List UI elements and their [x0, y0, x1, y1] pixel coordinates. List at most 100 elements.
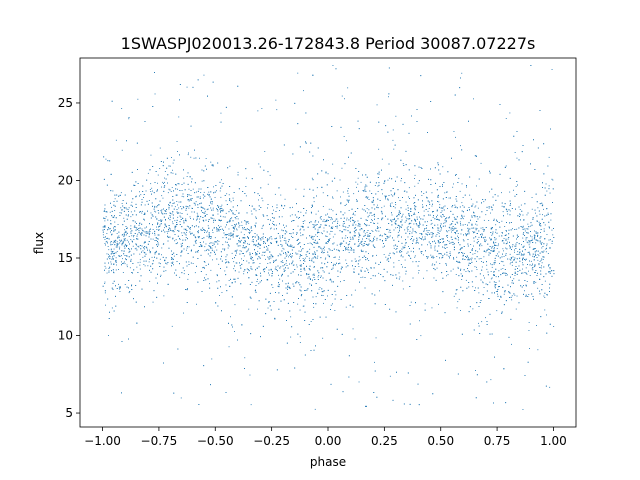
- data-point: [287, 267, 289, 269]
- data-point: [121, 255, 122, 257]
- data-point: [236, 229, 238, 231]
- data-point: [238, 271, 240, 273]
- data-point: [332, 243, 334, 245]
- data-point: [230, 316, 231, 318]
- data-point: [414, 178, 415, 179]
- data-point: [201, 180, 203, 182]
- data-point: [210, 236, 212, 238]
- data-point: [117, 224, 119, 225]
- data-point: [324, 221, 326, 223]
- data-point: [352, 265, 353, 267]
- data-point: [262, 236, 264, 238]
- data-point: [491, 238, 492, 240]
- data-point: [354, 214, 356, 216]
- data-point: [535, 242, 537, 244]
- data-point: [107, 246, 109, 247]
- data-point: [249, 254, 251, 256]
- data-point: [479, 245, 481, 247]
- data-point: [158, 244, 160, 246]
- data-point: [208, 235, 210, 237]
- data-point: [248, 248, 250, 250]
- data-point: [407, 226, 409, 228]
- data-point: [482, 227, 484, 229]
- data-point: [216, 208, 217, 210]
- data-point: [460, 310, 461, 311]
- data-point: [514, 152, 516, 153]
- data-point: [226, 193, 228, 195]
- data-point: [212, 209, 214, 211]
- data-point: [458, 237, 459, 239]
- data-point: [453, 183, 454, 185]
- data-point: [249, 253, 251, 255]
- data-point: [525, 239, 527, 241]
- data-point: [263, 224, 264, 226]
- data-point: [385, 238, 387, 239]
- data-point: [253, 241, 254, 243]
- data-point: [264, 251, 266, 253]
- data-point: [542, 256, 544, 258]
- data-point: [228, 228, 230, 230]
- data-point: [268, 301, 270, 303]
- data-point: [299, 284, 301, 286]
- data-point: [497, 293, 498, 295]
- data-point: [316, 187, 318, 189]
- data-point: [359, 234, 361, 236]
- data-point: [373, 204, 375, 206]
- data-point: [141, 223, 143, 225]
- data-point: [163, 213, 165, 215]
- data-point: [292, 283, 294, 285]
- data-point: [531, 240, 533, 241]
- data-point: [458, 242, 459, 244]
- data-point: [330, 227, 332, 229]
- data-point: [364, 223, 365, 224]
- data-point: [209, 283, 210, 285]
- data-point: [442, 214, 443, 215]
- data-point: [377, 226, 378, 228]
- data-point: [298, 217, 299, 219]
- data-point: [255, 244, 257, 246]
- data-point: [481, 245, 483, 247]
- data-point: [520, 254, 522, 256]
- data-point: [462, 218, 464, 220]
- data-point: [533, 283, 535, 284]
- data-point: [345, 306, 347, 308]
- data-point: [318, 239, 320, 240]
- data-point: [400, 226, 402, 227]
- data-point: [400, 264, 402, 265]
- data-point: [312, 244, 313, 246]
- data-point: [424, 236, 426, 238]
- data-point: [309, 269, 311, 271]
- data-point: [284, 257, 286, 259]
- data-point: [114, 210, 116, 211]
- data-point: [105, 216, 107, 218]
- data-point: [510, 246, 511, 248]
- data-point: [123, 239, 125, 240]
- data-point: [531, 197, 533, 198]
- data-point: [152, 229, 154, 230]
- data-point: [244, 227, 245, 228]
- data-point: [387, 236, 389, 238]
- data-point: [232, 197, 234, 199]
- data-point: [441, 272, 443, 274]
- data-point: [252, 253, 253, 254]
- data-point: [283, 248, 285, 250]
- data-point: [428, 230, 430, 231]
- data-point: [494, 271, 495, 273]
- data-point: [330, 208, 332, 210]
- data-point: [232, 258, 233, 259]
- data-point: [288, 256, 289, 258]
- data-point: [342, 191, 344, 193]
- data-point: [335, 294, 337, 296]
- data-point: [512, 228, 513, 230]
- data-point: [547, 212, 549, 214]
- data-point: [104, 239, 106, 240]
- data-point: [148, 200, 150, 201]
- data-point: [194, 240, 196, 242]
- data-point: [178, 183, 180, 185]
- data-point: [188, 261, 190, 263]
- data-point: [106, 233, 108, 234]
- data-point: [307, 277, 309, 279]
- data-point: [466, 257, 467, 258]
- data-point: [505, 253, 507, 254]
- data-point: [311, 258, 313, 260]
